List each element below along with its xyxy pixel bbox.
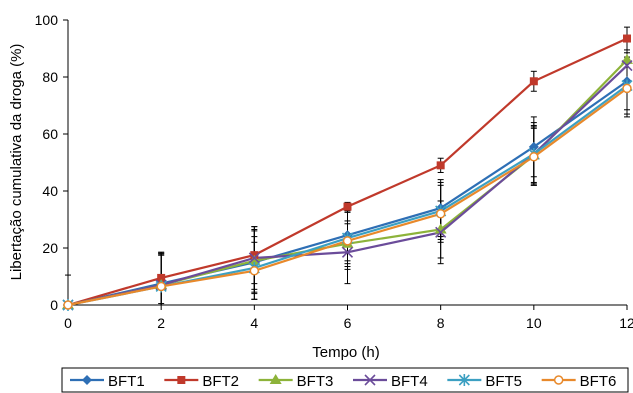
data-point-bft2 (157, 273, 166, 282)
y-tick-label: 100 (35, 12, 59, 28)
legend-marker-bft3 (269, 374, 282, 384)
data-point-bft2 (436, 161, 445, 170)
legend-box (61, 367, 629, 393)
data-point-bft6 (622, 83, 632, 94)
data-point-bft6 (529, 152, 539, 162)
error-bars (65, 26, 630, 306)
y-tick-label: 0 (50, 297, 58, 313)
legend-label-bft3: BFT3 (297, 373, 334, 390)
axes: 0 20 40 60 80 100 0 2 4 6 8 10 12 (35, 12, 633, 331)
x-tick-label: 6 (344, 315, 352, 331)
y-tick-label: 80 (42, 69, 58, 85)
legend-label-bft5: BFT5 (485, 373, 522, 390)
x-tick-label: 4 (250, 315, 258, 331)
legend-marker-bft2 (177, 376, 186, 384)
x-tick-label: 0 (64, 315, 72, 331)
data-point-bft6 (249, 266, 260, 276)
data-point-bft6 (342, 236, 353, 246)
legend: BFT1 BFT2 BFT3 BFT4 BFT5 BFT6 (61, 367, 629, 393)
x-tick-label: 8 (437, 315, 445, 331)
y-tick-label: 40 (42, 183, 58, 199)
data-point-bft4 (248, 252, 260, 264)
x-tick-label: 12 (619, 315, 633, 331)
data-point-bft1 (528, 141, 539, 152)
legend-label-bft6: BFT6 (580, 373, 617, 390)
data-point-bft4 (341, 246, 354, 258)
legend-label-bft2: BFT2 (202, 373, 239, 390)
data-point-bft6 (156, 281, 166, 292)
y-tick-label: 60 (42, 126, 58, 142)
legend-label-bft1: BFT1 (108, 373, 145, 390)
data-point-bft4 (621, 60, 633, 72)
data-point-bft3 (434, 223, 447, 234)
series-markers (62, 34, 633, 311)
data-point-bft2 (529, 77, 538, 86)
legend-label-bft4: BFT4 (391, 373, 428, 390)
legend-marker-bft5 (458, 374, 470, 386)
y-axis-label: Libertação cumulativa da droga (%) (8, 44, 25, 281)
legend-marker-bft1 (82, 375, 92, 385)
data-point-bft4 (435, 226, 447, 238)
x-axis-label: Tempo (h) (312, 344, 380, 361)
data-point-bft2 (623, 34, 631, 43)
data-point-bft2 (343, 202, 352, 211)
data-point-bft3 (248, 254, 261, 265)
data-point-bft6 (63, 300, 73, 310)
legend-marker-bft6 (553, 375, 564, 385)
data-point-bft3 (621, 53, 633, 64)
y-tick-label: 20 (42, 240, 58, 256)
data-point-bft6 (435, 209, 446, 219)
x-tick-label: 10 (526, 315, 542, 331)
x-tick-label: 2 (157, 315, 165, 331)
legend-marker-bft4 (364, 374, 376, 386)
